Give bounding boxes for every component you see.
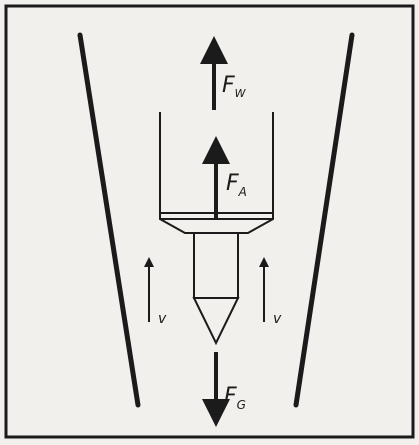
gravity-force-symbol: F (224, 384, 237, 409)
buoyancy-force-symbol: F (226, 171, 239, 196)
weight-force-label: FW (222, 73, 247, 100)
tube-wall-right (293, 32, 355, 408)
weight-force-symbol: F (222, 73, 235, 98)
velocity-label-right: v (273, 311, 282, 327)
float (159, 112, 274, 346)
outer-frame (4, 4, 415, 439)
gravity-force-label: FG (224, 384, 246, 412)
weight-force-subscript: W (235, 87, 247, 100)
velocity-label-left: v (158, 311, 167, 327)
buoyancy-force-label: FA (226, 171, 247, 199)
tube-wall-left (77, 32, 141, 408)
float-tip (192, 297, 240, 346)
buoyancy-force-subscript: A (238, 185, 247, 199)
gravity-force-subscript: G (237, 398, 246, 412)
